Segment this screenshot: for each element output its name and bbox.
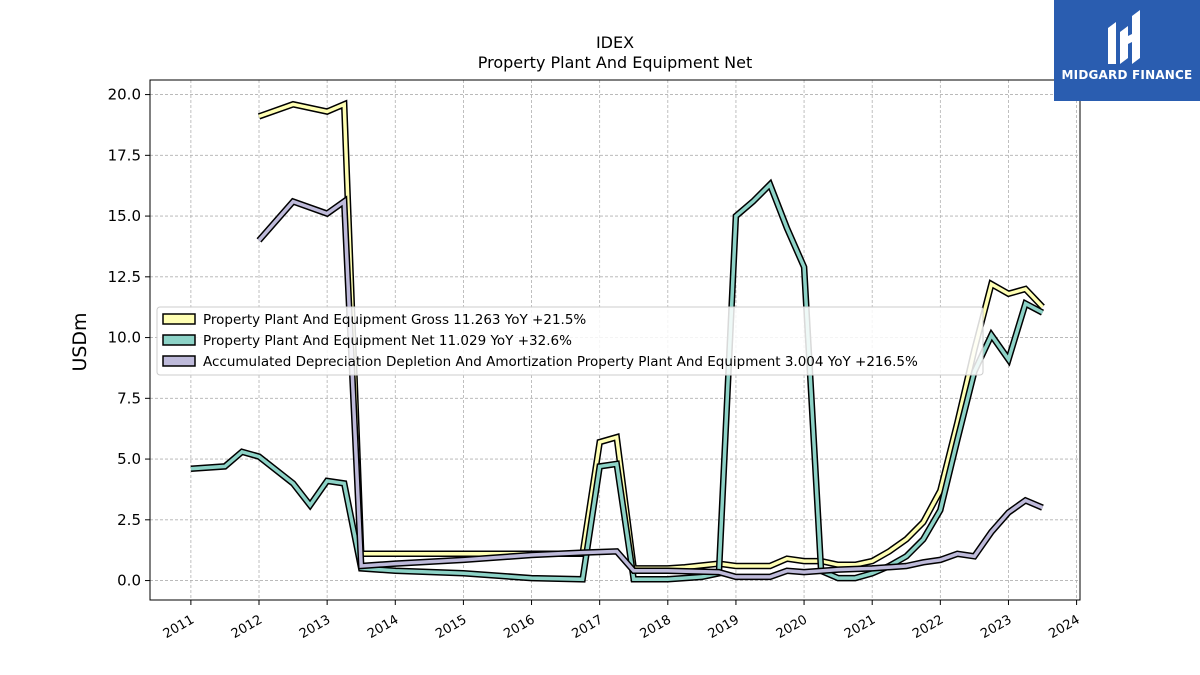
- series-line-2: [190, 178, 1045, 583]
- y-tick-label: 15.0: [108, 207, 141, 225]
- plot-frame: [149, 79, 1081, 601]
- legend-box: [156, 306, 984, 376]
- y-axis-label: USDm: [69, 312, 91, 371]
- y-tick-label: 0.0: [117, 572, 141, 590]
- y-tick-label: 7.5: [117, 389, 141, 407]
- chart-title: IDEX: [596, 33, 634, 52]
- series-line-3: [256, 195, 1044, 581]
- y-tick-label: 17.5: [108, 146, 141, 164]
- legend-entry: Property Plant And Equipment Gross 11.26…: [203, 312, 586, 328]
- midgard-finance-logo: MIDGARD FINANCE: [1054, 0, 1200, 101]
- y-tick-label: 2.5: [117, 511, 141, 529]
- y-tick-label: 10.0: [108, 329, 141, 347]
- legend: Property Plant And Equipment Gross 11.26…: [156, 306, 984, 376]
- y-tick-label: 5.0: [117, 450, 141, 468]
- series-line-1: [257, 99, 1045, 572]
- logo-text: MIDGARD FINANCE: [1061, 68, 1193, 82]
- legend-entry: Accumulated Depreciation Depletion And A…: [203, 354, 918, 370]
- series-stroke: [257, 198, 1044, 579]
- legend-swatch: [162, 313, 196, 325]
- y-tick-label: 20.0: [108, 86, 141, 104]
- legend-swatch: [162, 355, 196, 367]
- legend-entry: Property Plant And Equipment Net 11.029 …: [203, 333, 572, 349]
- chart-subtitle: Property Plant And Equipment Net: [478, 53, 753, 72]
- series-stroke: [190, 181, 1044, 582]
- logo-mark-icon: [1108, 10, 1140, 64]
- series-layer: [190, 99, 1045, 583]
- y-tick-label: 12.5: [108, 268, 141, 286]
- legend-swatch: [162, 334, 196, 346]
- series-stroke: [258, 101, 1044, 571]
